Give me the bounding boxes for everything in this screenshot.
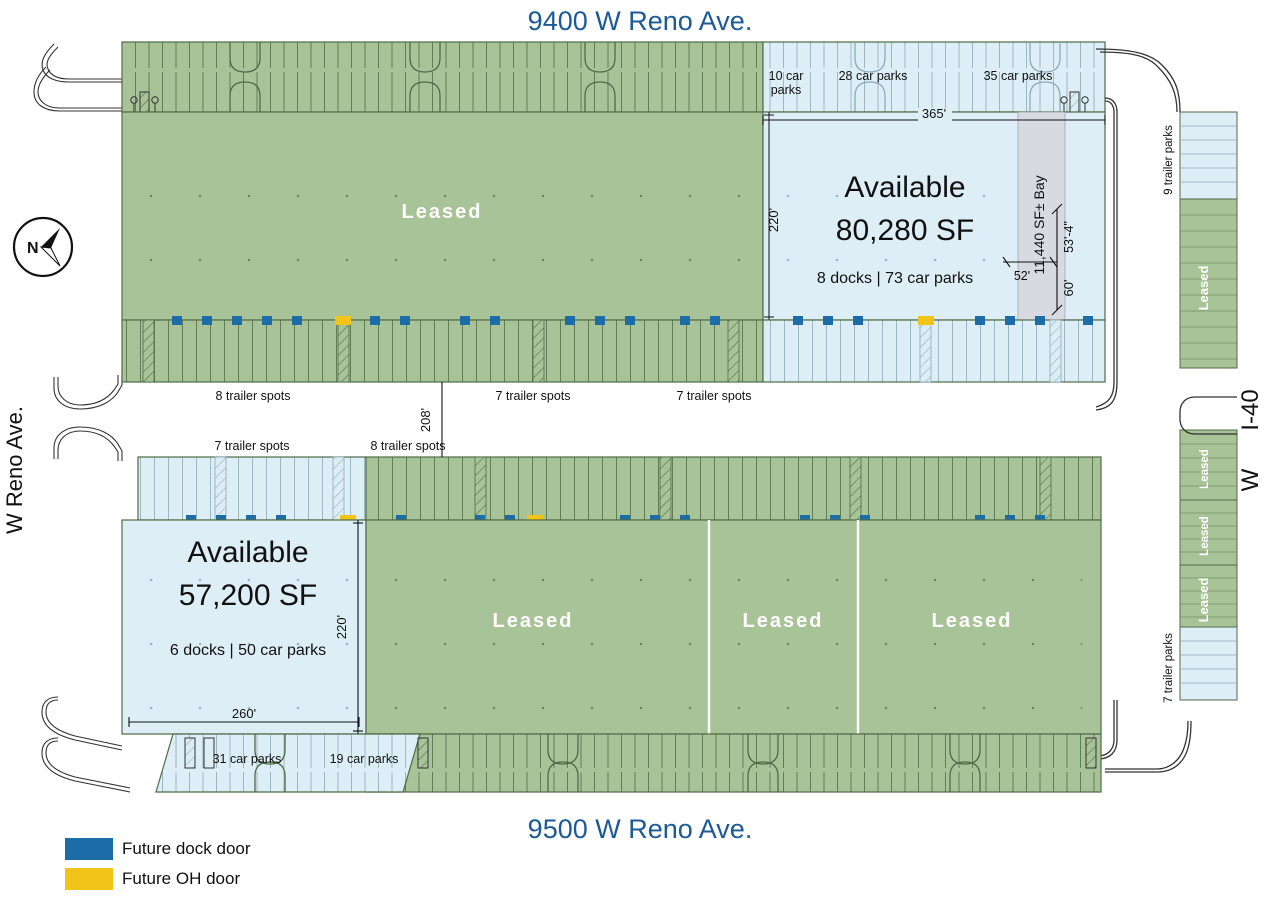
svg-text:35 car parks: 35 car parks <box>984 69 1053 83</box>
svg-text:208': 208' <box>418 408 433 432</box>
svg-text:365': 365' <box>922 106 946 121</box>
svg-text:9 trailer parks: 9 trailer parks <box>1163 125 1175 195</box>
svg-text:8 docks | 73 car parks: 8 docks | 73 car parks <box>817 270 973 287</box>
svg-text:8 trailer spots: 8 trailer spots <box>215 389 290 403</box>
svg-text:57,200 SF: 57,200 SF <box>179 579 317 612</box>
svg-text:Leased: Leased <box>493 610 574 632</box>
svg-text:7 trailer spots: 7 trailer spots <box>214 439 289 453</box>
svg-text:Future dock door: Future dock door <box>122 839 251 858</box>
svg-text:Leased: Leased <box>1196 578 1211 623</box>
svg-text:7 trailer spots: 7 trailer spots <box>495 389 570 403</box>
svg-text:Future OH door: Future OH door <box>122 869 240 888</box>
svg-text:31 car parks: 31 car parks <box>213 752 282 766</box>
svg-text:parks: parks <box>771 83 802 97</box>
svg-text:Leased: Leased <box>932 610 1013 632</box>
svg-text:220': 220' <box>334 615 349 639</box>
svg-text:7 trailer spots: 7 trailer spots <box>676 389 751 403</box>
svg-text:W Reno Ave.: W Reno Ave. <box>2 406 27 534</box>
svg-text:Available: Available <box>187 536 308 569</box>
svg-text:11,440 SF± Bay: 11,440 SF± Bay <box>1031 175 1047 274</box>
svg-text:Leased: Leased <box>743 610 824 632</box>
svg-text:N: N <box>27 240 39 257</box>
svg-text:Leased: Leased <box>402 201 483 223</box>
svg-text:10 car: 10 car <box>769 69 804 83</box>
svg-text:9500 W Reno Ave.: 9500 W Reno Ave. <box>528 814 753 844</box>
svg-text:220': 220' <box>766 208 781 232</box>
svg-text:260': 260' <box>232 706 256 721</box>
svg-text:19 car parks: 19 car parks <box>330 752 399 766</box>
svg-text:9400 W Reno Ave.: 9400 W Reno Ave. <box>528 6 753 36</box>
svg-text:53'-4": 53'-4" <box>1062 221 1076 253</box>
svg-text:52': 52' <box>1014 269 1030 283</box>
svg-text:Available: Available <box>844 171 965 204</box>
svg-text:I-40: I-40 <box>1237 389 1264 430</box>
svg-text:60': 60' <box>1061 280 1076 297</box>
svg-text:80,280 SF: 80,280 SF <box>836 214 974 247</box>
svg-text:7 trailer parks: 7 trailer parks <box>1163 633 1175 703</box>
svg-text:W: W <box>1237 468 1264 491</box>
svg-text:Leased: Leased <box>1199 516 1211 556</box>
svg-text:6 docks | 50 car parks: 6 docks | 50 car parks <box>170 642 326 659</box>
svg-text:Leased: Leased <box>1196 266 1211 311</box>
svg-text:8 trailer spots: 8 trailer spots <box>370 439 445 453</box>
svg-text:28 car parks: 28 car parks <box>839 69 908 83</box>
svg-text:Leased: Leased <box>1199 449 1211 489</box>
